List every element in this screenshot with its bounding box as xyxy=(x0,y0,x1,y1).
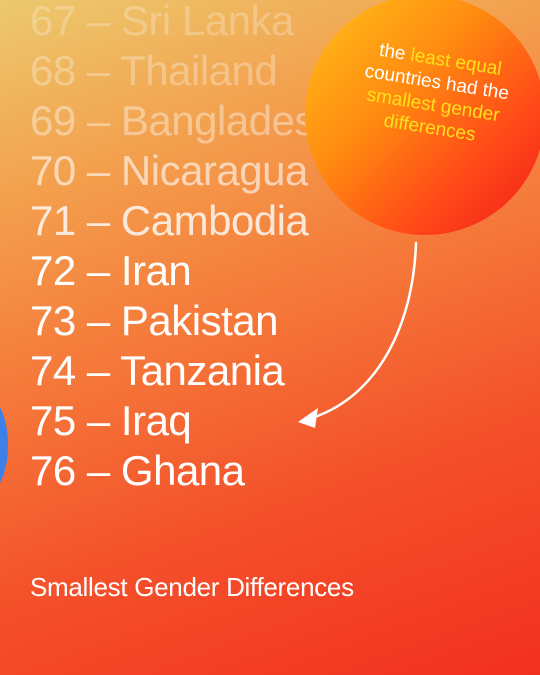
footer-label: Smallest Gender Differences xyxy=(30,572,354,602)
callout-circle xyxy=(305,0,540,235)
rank-item: 76 – Ghana xyxy=(30,447,245,494)
rank-item: 68 – Thailand xyxy=(30,47,278,94)
rank-item: 73 – Pakistan xyxy=(30,297,279,344)
rank-item: 72 – Iran xyxy=(30,247,192,294)
rank-item: 75 – Iraq xyxy=(30,397,192,444)
rank-item: 67 – Sri Lanka xyxy=(30,0,294,44)
blue-shape xyxy=(0,395,8,495)
rank-item: 69 – Bangladesh xyxy=(30,97,338,144)
rank-item: 70 – Nicaragua xyxy=(30,147,308,194)
arrow-head xyxy=(298,408,318,428)
rank-item: 71 – Cambodia xyxy=(30,197,309,244)
arrow xyxy=(304,241,418,422)
rank-item: 74 – Tanzania xyxy=(30,347,285,394)
